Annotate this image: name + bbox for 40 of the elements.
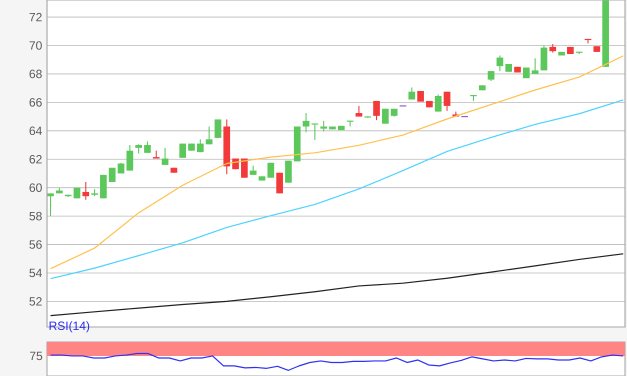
chart-title: RSI(14) [50, 321, 90, 332]
candlestick [196, 138, 204, 153]
y-tick-label: 68 [30, 70, 42, 78]
y-tick-label: 52 [29, 297, 42, 306]
candlestick [444, 91, 450, 112]
candlestick [118, 162, 124, 174]
y-tick-label: 58 [29, 212, 42, 220]
candlestick [144, 140, 151, 154]
candlestick [532, 58, 538, 74]
candlestick [108, 167, 116, 183]
candlestick [152, 150, 160, 160]
candlestick [496, 54, 504, 72]
candlestick [214, 118, 222, 138]
candlestick [320, 120, 328, 132]
candlestick [135, 144, 142, 154]
candlestick [285, 160, 292, 184]
candlestick [434, 94, 442, 112]
y-tick-label: 64 [30, 126, 42, 136]
candlestick [276, 172, 283, 194]
candlestick [100, 174, 107, 199]
text: 75 [30, 352, 42, 360]
candlestick [179, 143, 186, 158]
y-tick-label: 60 [30, 183, 42, 192]
candlestick [126, 144, 134, 172]
candlestick [540, 44, 548, 71]
y-tick-label: 66 [30, 98, 42, 107]
candlestick [302, 112, 310, 133]
y-tick-label: 56 [29, 240, 42, 249]
candlestick [488, 70, 494, 82]
candlestick [162, 147, 168, 166]
candlestick [82, 181, 90, 200]
candlestick [373, 100, 380, 121]
candlestick [250, 165, 257, 176]
y-tick-label: 62 [30, 154, 42, 164]
candlestick [206, 126, 212, 145]
y-tick-label: 54 [29, 268, 42, 278]
candlestick [408, 86, 416, 100]
candlestick [74, 187, 80, 199]
y-tick-label: 72 [30, 12, 42, 22]
y-tick-label: 70 [30, 41, 42, 50]
